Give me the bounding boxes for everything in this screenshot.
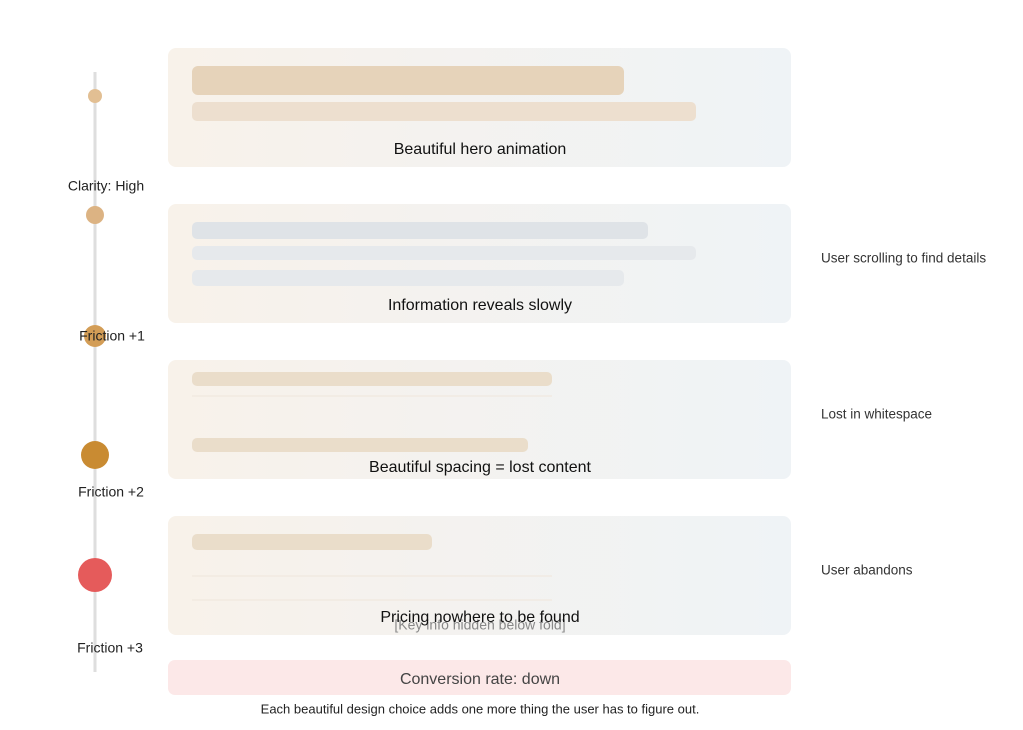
card-title: Beautiful spacing = lost content (369, 459, 591, 476)
side-note: User abandons (821, 563, 913, 578)
marker (84, 325, 106, 347)
hidden-note: [Key info hidden below fold] (394, 617, 565, 633)
card: Information reveals slowly (168, 204, 791, 323)
marker (78, 558, 112, 592)
stage-label: Clarity: High (68, 178, 144, 194)
card-title: Pricing nowhere to be found (380, 609, 579, 626)
side-note: User scrolling to find details (821, 251, 986, 266)
side-note: Lost in whitespace (821, 407, 932, 422)
result-text: Conversion rate: down (400, 671, 560, 688)
caption: Each beautiful design choice adds one mo… (261, 701, 700, 716)
stage-label: Friction +3 (77, 640, 143, 656)
card-title: Beautiful hero animation (394, 141, 567, 158)
card: Beautiful hero animation (168, 48, 791, 167)
card: [Key info hidden below fold] Pricing now… (168, 516, 791, 635)
stage-label: Friction +2 (78, 484, 144, 500)
stage-label: Friction +1 (79, 328, 145, 344)
marker (81, 441, 109, 469)
result-banner (168, 660, 791, 695)
card: Beautiful spacing = lost content (168, 360, 791, 479)
marker (86, 206, 104, 224)
card-title: Information reveals slowly (388, 297, 572, 314)
marker (88, 89, 102, 103)
